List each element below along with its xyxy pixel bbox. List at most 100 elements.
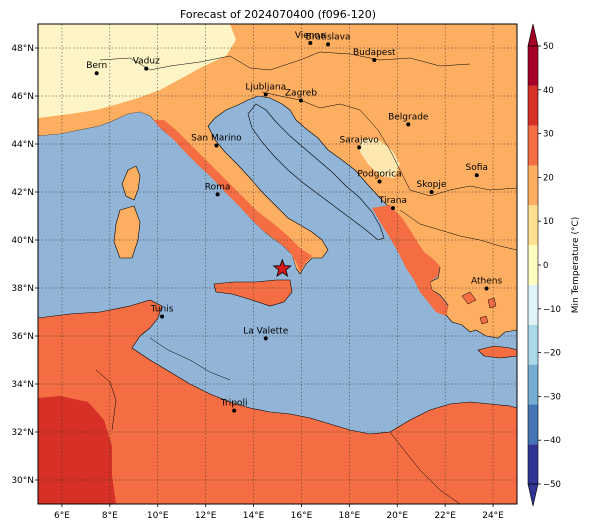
city-dot: [232, 408, 237, 413]
colorbar-tick-label: −30: [543, 392, 561, 402]
colorbar-segment: [528, 404, 538, 445]
colorbar-tick-label: −40: [543, 436, 561, 446]
city-dot: [406, 122, 411, 127]
colorbar-segment: [528, 205, 538, 246]
city-dot: [215, 192, 220, 197]
aegean-islands: [461, 291, 497, 325]
lat-tick-label: 42°N: [11, 188, 34, 198]
city-dot: [160, 314, 165, 319]
lat-tick-label: 34°N: [11, 380, 34, 390]
colorbar-segment: [528, 324, 538, 365]
lat-tick-label: 40°N: [11, 236, 34, 246]
lon-tick-label: 20°E: [386, 511, 408, 521]
colorbar: −50 −40 −30 −20 −10 0 10 20 30 40 50: [527, 23, 561, 507]
city-dot: [308, 40, 313, 45]
colorbar-tick-label: 20: [543, 173, 554, 183]
land-north-africa: [38, 299, 517, 504]
city-dot: [429, 190, 434, 194]
lon-tick-label: 14°E: [243, 511, 265, 521]
city-label: Roma: [205, 182, 231, 192]
city-dot: [94, 71, 99, 76]
lon-tick-label: 12°E: [195, 511, 217, 521]
city-dot: [263, 92, 268, 97]
city-label: Zagreb: [285, 89, 317, 99]
city-label: San Marino: [191, 133, 242, 143]
graticule: [38, 24, 517, 504]
city-dot: [357, 145, 362, 150]
forecast-location-marker: [272, 258, 292, 278]
tyrrhenian-sea: [38, 112, 296, 314]
axis-ticks: 6°E 8°E 10°E 12°E 14°E 16°E 18°E 20°E 22°E 24°E 30…: [11, 44, 504, 521]
sardinia: [113, 205, 141, 259]
city-label: Vaduz: [133, 57, 160, 67]
colorbar-segment: [528, 46, 538, 86]
land-warm-band: [372, 205, 448, 316]
colorbar-segment: [528, 165, 538, 206]
lat-tick-label: 38°N: [11, 284, 34, 294]
colorbar-tick-label: −10: [543, 305, 561, 315]
colorbar-label: Min Temperature (°C): [571, 217, 581, 314]
lon-tick-label: 22°E: [434, 511, 456, 521]
lat-tick-label: 30°N: [11, 476, 34, 486]
land-cool-alps: [38, 24, 236, 118]
colorbar-segment: [528, 85, 538, 126]
lon-tick-label: 8°E: [102, 511, 118, 521]
colorbar-segment: [528, 284, 538, 325]
city-dot: [144, 66, 149, 71]
city-dot: [377, 179, 382, 184]
city-label: Ljubljana: [245, 83, 286, 93]
city-label: Belgrade: [388, 112, 429, 122]
lat-tick-label: 48°N: [11, 44, 34, 54]
city-label: Athens: [471, 276, 502, 286]
lat-tick-label: 46°N: [11, 92, 34, 102]
lat-tick-label: 36°N: [11, 332, 34, 342]
city-dot: [484, 286, 489, 291]
city-label: Tirana: [378, 196, 407, 206]
lat-tick-label: 44°N: [11, 140, 34, 150]
city-label: La Valette: [243, 326, 288, 336]
lon-tick-label: 16°E: [291, 511, 313, 521]
colorbar-segment: [528, 125, 538, 166]
colorbar-segment: [528, 444, 538, 484]
colorbar-tick-label: 10: [543, 217, 554, 227]
colorbar-tick-label: 0: [543, 261, 548, 271]
city-label: Tunis: [150, 305, 174, 315]
colorbar-tick-label: 50: [543, 42, 554, 52]
colorbar-extend-max: [527, 23, 539, 47]
city-label: Sarajevo: [340, 135, 380, 145]
city-label: Bern: [86, 61, 107, 71]
lon-tick-label: 18°E: [339, 511, 361, 521]
city-label: Vienna: [295, 31, 326, 41]
city-label: Bratislava: [306, 32, 351, 42]
city-label: Sofia: [466, 163, 488, 173]
adriatic-sea: [247, 103, 385, 241]
colorbar-segment: [528, 364, 538, 405]
map-frame: [37, 23, 518, 505]
land-hot-libya: [38, 396, 116, 504]
crete: [477, 345, 517, 359]
city-dot: [372, 58, 377, 62]
city-dot: [214, 143, 219, 148]
lon-tick-label: 6°E: [54, 511, 70, 521]
colorbar-segment: [528, 245, 538, 285]
city-label: Budapest: [353, 48, 396, 58]
sicily: [213, 279, 293, 307]
colorbar-tick-label: 40: [543, 86, 554, 96]
colorbar-tick-label: −20: [543, 349, 561, 359]
figure-title: Forecast of 2024070400 (f096-120): [180, 8, 376, 21]
star-marker: [272, 258, 292, 278]
city-label: Tripoli: [220, 399, 248, 409]
lon-tick-label: 10°E: [147, 511, 169, 521]
colorbar-tick-label: −50: [543, 480, 561, 490]
land-cool-balkan: [360, 138, 400, 178]
lat-tick-label: 32°N: [11, 428, 34, 438]
city-dot: [298, 98, 303, 103]
city-dot: [390, 206, 395, 211]
lon-tick-label: 24°E: [482, 511, 504, 521]
country-borders: [95, 51, 517, 504]
colorbar-extend-min: [527, 483, 539, 507]
city-dot: [263, 336, 268, 341]
